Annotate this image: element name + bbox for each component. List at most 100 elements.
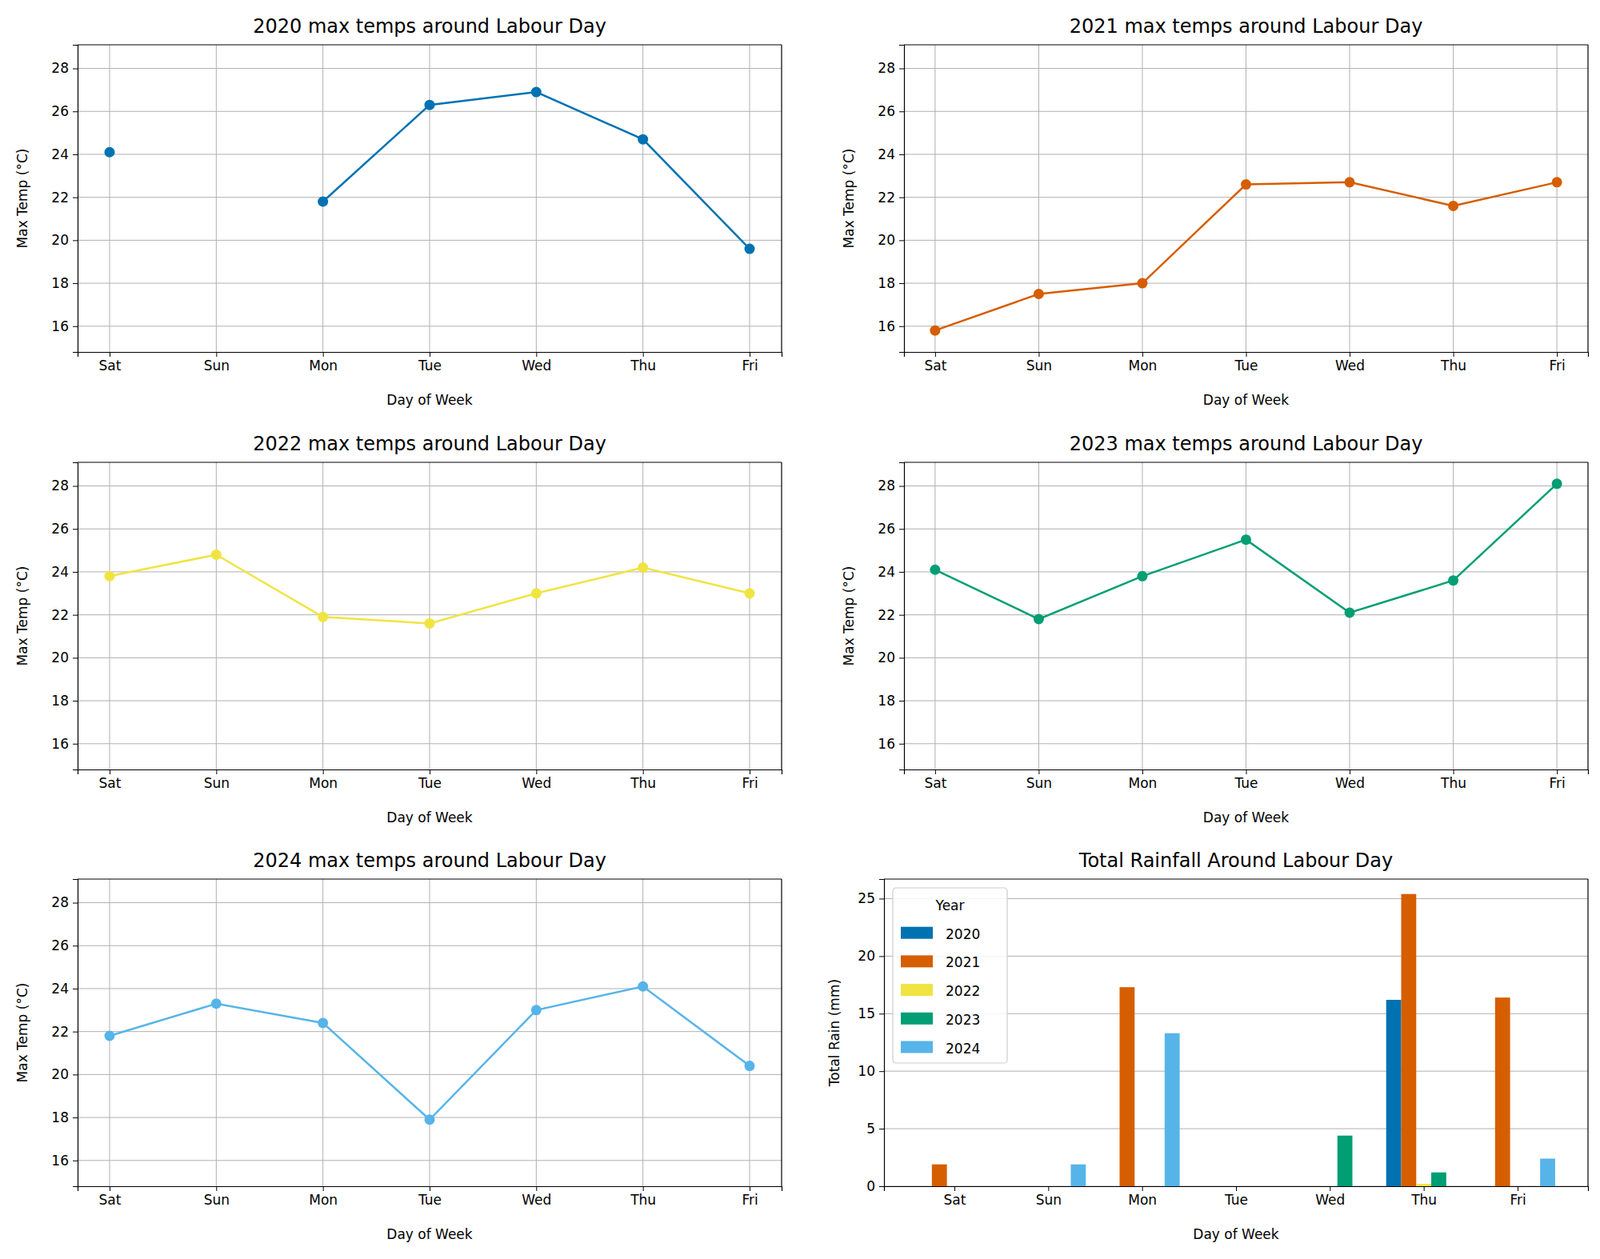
chart: SatSunMonTueWedThuFri0510152025Total Rai…: [826, 849, 1589, 1243]
legend-box: [892, 888, 1008, 1064]
x-tick-mark: [1349, 352, 1351, 357]
x-tick-label: Sun: [1026, 357, 1052, 374]
x-tick-label: Thu: [629, 775, 656, 792]
y-tick: 20: [51, 1066, 78, 1083]
x-tick-label: Sun: [1026, 775, 1052, 792]
grid-line-x: [1452, 44, 1454, 352]
bar: [1431, 1172, 1447, 1187]
y-tick-mark: [879, 1013, 884, 1015]
x-tick-mark: [323, 1186, 324, 1192]
grid-line-x: [642, 462, 644, 770]
x-tick-label: Thu: [1410, 1192, 1437, 1208]
x-tick: Mon: [1128, 352, 1158, 374]
x-tick-mark: [1038, 769, 1040, 775]
y-tick: 18: [877, 275, 904, 292]
y-axis-title: Max Temp (°C): [14, 148, 31, 249]
y-tick: 22: [877, 189, 904, 206]
legend-label: 2024: [945, 1040, 980, 1057]
y-tick: 10: [857, 1063, 884, 1080]
y-tick-mark: [72, 657, 78, 659]
grid-line-x: [1038, 44, 1040, 352]
x-tick: Tue: [1233, 769, 1258, 792]
y-tick-mark: [899, 657, 904, 659]
x-tick-mark: [1556, 769, 1558, 775]
y-tick: 18: [877, 692, 904, 709]
x-tick-mark: [1236, 1186, 1237, 1192]
x-tick-mark: [109, 1186, 111, 1192]
y-tick: 28: [51, 60, 78, 76]
y-tick-label: 26: [51, 937, 69, 954]
y-axis-line: [879, 880, 885, 1188]
marker: [424, 100, 436, 111]
y-tick: 24: [51, 564, 78, 580]
x-axis-line: [904, 352, 1589, 358]
x-tick-mark: [216, 769, 217, 775]
x-tick-label: Sun: [1036, 1192, 1062, 1208]
y-tick-mark: [899, 197, 904, 199]
y-axis-line: [72, 45, 79, 353]
x-tick-label: Sat: [924, 357, 947, 374]
bar: [1120, 987, 1136, 1187]
bar: [1540, 1158, 1556, 1187]
y-tick-mark: [899, 326, 904, 328]
y-tick-mark: [879, 898, 884, 900]
y-tick: 26: [877, 103, 904, 120]
marker: [317, 196, 328, 208]
grid-line-x: [749, 462, 751, 770]
marker: [744, 1060, 756, 1072]
grid-line-x: [109, 44, 111, 352]
x-tick-label: Mon: [308, 357, 338, 374]
grid-line-x: [1245, 462, 1247, 770]
grid-line-y: [884, 1071, 1588, 1072]
frame-top: [77, 44, 782, 45]
y-axis: 16182022242628: [51, 463, 78, 771]
y-tick: 22: [51, 607, 78, 624]
plot-area: [104, 87, 756, 255]
x-tick: Sun: [204, 769, 230, 792]
marker: [104, 1031, 116, 1042]
y-tick-mark: [899, 528, 904, 530]
y-tick-label: 22: [877, 607, 896, 624]
y-tick-label: 28: [877, 477, 896, 494]
y-tick-label: 28: [877, 60, 896, 76]
legend-swatch: [900, 955, 933, 968]
x-tick-mark: [536, 352, 537, 357]
x-axis: SatSunMonTueWedThuFri: [78, 352, 783, 374]
x-tick-label: Fri: [1509, 1192, 1526, 1208]
y-tick: 26: [51, 937, 78, 954]
x-tick-mark: [429, 352, 431, 357]
x-tick-label: Thu: [1440, 775, 1467, 792]
x-tick-mark: [429, 1186, 431, 1192]
y-tick-mark: [899, 111, 904, 112]
y-tick-label: 16: [51, 1152, 69, 1169]
y-tick-mark: [72, 572, 78, 573]
x-tick-mark: [935, 352, 936, 357]
x-tick-mark: [643, 1186, 644, 1192]
x-tick-mark: [323, 352, 324, 357]
x-tick: Sat: [99, 352, 122, 374]
frame-right: [1587, 879, 1588, 1187]
x-tick: Tue: [1233, 352, 1258, 374]
y-tick: 16: [51, 1152, 78, 1169]
marker: [1240, 534, 1252, 545]
y-tick-mark: [899, 240, 904, 241]
marker: [531, 1004, 542, 1016]
y-tick: 20: [877, 649, 904, 666]
marker: [1344, 607, 1356, 618]
marker: [929, 325, 940, 336]
x-axis-line: [78, 1187, 783, 1192]
plot-area: [104, 549, 756, 629]
x-tick-mark: [109, 352, 111, 357]
marker: [1240, 179, 1252, 190]
y-tick-label: 26: [877, 520, 896, 537]
bar: [1337, 1136, 1353, 1187]
x-axis-title: Day of Week: [386, 392, 472, 408]
x-tick-mark: [1517, 1186, 1519, 1192]
x-tick: Sat: [99, 769, 122, 792]
x-tick: Sun: [204, 1186, 230, 1208]
y-axis-line: [899, 463, 905, 771]
x-tick-label: Tue: [417, 775, 442, 792]
marker: [317, 612, 328, 623]
y-tick-label: 20: [857, 948, 876, 964]
x-tick-label: Fri: [1549, 357, 1566, 374]
